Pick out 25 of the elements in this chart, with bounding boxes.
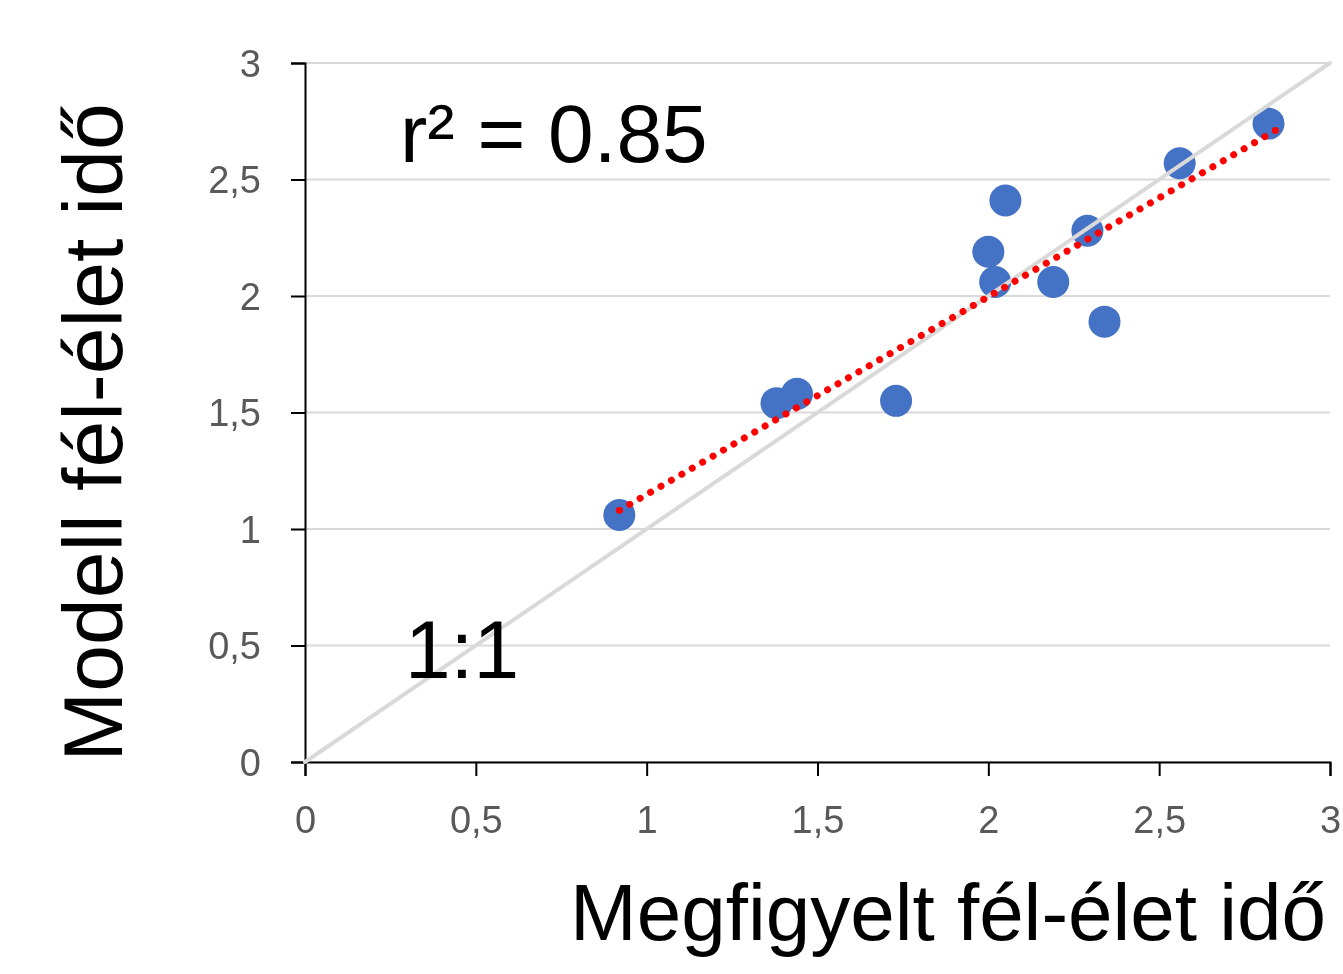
y-tick-label: 3 [239, 42, 261, 85]
x-tick-label: 2,5 [1133, 798, 1187, 841]
point [989, 184, 1022, 217]
y-tick-label: 0 [239, 741, 261, 784]
y-tick-label: 1 [239, 508, 261, 551]
point [603, 499, 636, 532]
point [781, 377, 813, 410]
x-tick-label: 0,5 [449, 798, 503, 841]
x-tick-label: 3 [1319, 798, 1342, 841]
x-tick-label: 1 [636, 798, 658, 841]
point [972, 235, 1005, 268]
y-axis-title: Modell fél-élet idő [46, 103, 140, 762]
y-tick-label: 1,5 [208, 392, 261, 435]
x-tick-label: 1,5 [791, 798, 845, 841]
y-tick-label: 2 [239, 275, 261, 318]
y-tick-label: 0,5 [208, 625, 261, 668]
point [880, 384, 913, 417]
point [1037, 266, 1070, 299]
x-tick-label: 0 [294, 798, 317, 841]
y-tick-label: 2,5 [208, 159, 261, 202]
point [1088, 305, 1121, 338]
x-tick-label: 2 [978, 798, 1000, 841]
annotation: 1:1 [405, 604, 519, 695]
annotation: r² = 0.85 [400, 88, 708, 179]
x-axis-title: Megfigyelt fél-élet idő [570, 868, 1326, 957]
